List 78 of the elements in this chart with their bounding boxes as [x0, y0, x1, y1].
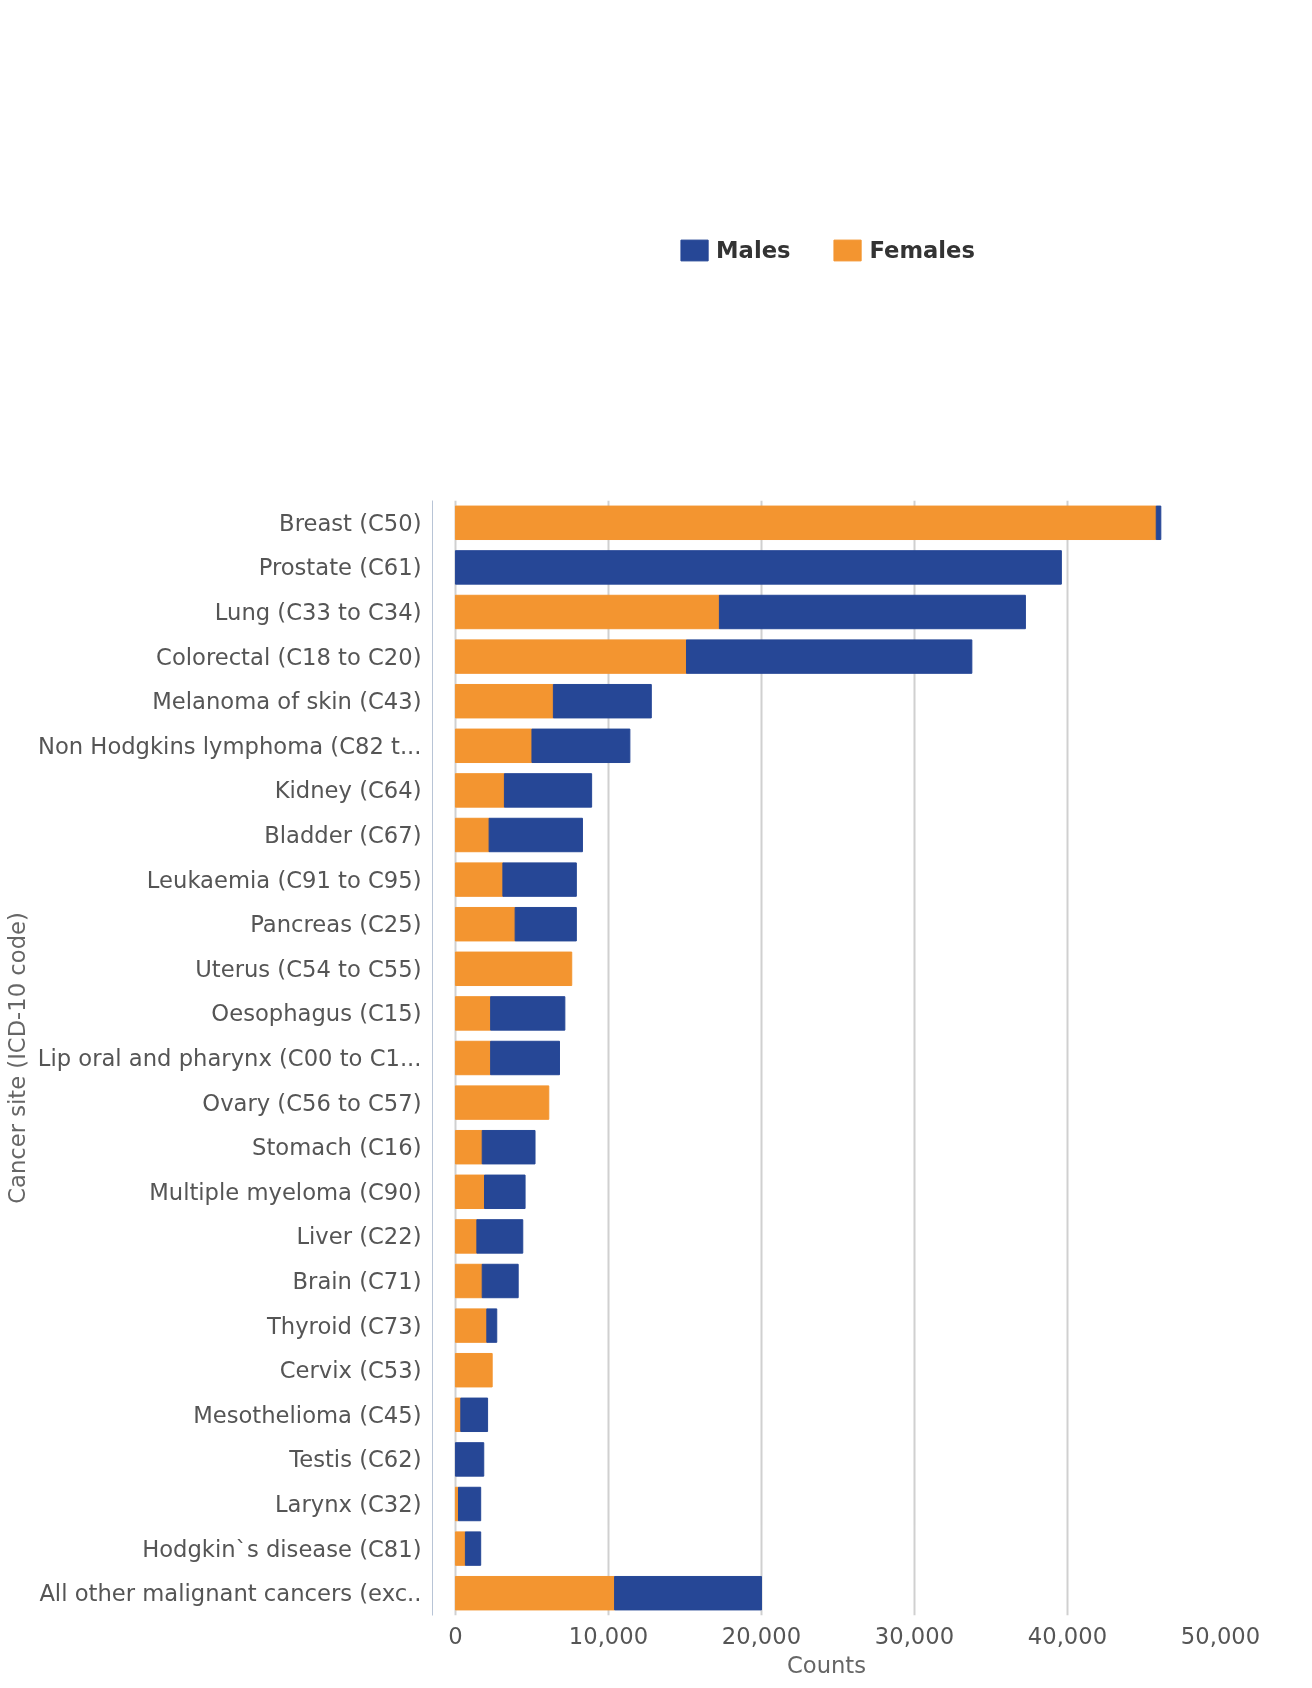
bar: [464, 1531, 482, 1566]
bar: [1155, 505, 1162, 541]
y-tick-label: Cervix (C53): [279, 1357, 422, 1384]
bar: [454, 1085, 550, 1120]
bar: [454, 1129, 483, 1165]
bar: [490, 1040, 560, 1076]
y-tick-label: Hodgkin`s disease (C81): [142, 1535, 422, 1562]
bar: [454, 550, 1062, 585]
y-tick-label: Larynx (C32): [274, 1491, 422, 1517]
y-tick-label: Kidney (C64): [274, 777, 422, 804]
y-tick-label: Oesophagus (C15): [211, 1000, 422, 1027]
bar: [686, 639, 973, 674]
y-tick-label: All other malignant cancers (exc..: [39, 1580, 422, 1607]
bar: [454, 1263, 483, 1299]
bar: [454, 728, 533, 764]
bar: [488, 817, 583, 853]
x-tick-label: 0: [448, 1622, 463, 1649]
bar: [454, 1219, 478, 1254]
bar: [454, 951, 573, 987]
bar: [460, 1397, 489, 1433]
y-tick-label: Lip oral and pharynx (C00 to C1...: [37, 1045, 422, 1071]
bar: [503, 773, 593, 808]
y-tick-label: Breast (C50): [279, 509, 422, 536]
y-tick-label: Leukaemia (C91 to C95): [146, 866, 422, 893]
bar: [454, 817, 490, 853]
y-tick-label: Prostate (C61): [258, 554, 422, 581]
bar: [481, 1263, 519, 1299]
y-axis-title: Cancer site (ICD-10 code): [3, 912, 30, 1204]
bar: [454, 862, 504, 897]
y-tick-label: Liver (C22): [296, 1223, 422, 1250]
bar: [476, 1219, 524, 1254]
y-tick-label: Testis (C62): [288, 1446, 422, 1473]
bar: [454, 1174, 486, 1210]
bar: [514, 906, 577, 942]
bar: [454, 683, 554, 719]
y-tick-label: Uterus (C54 to C55): [195, 955, 422, 982]
y-tick-label: Multiple myeloma (C90): [149, 1178, 422, 1205]
bar: [614, 1575, 762, 1611]
y-tick-label: Ovary (C56 to C57): [202, 1089, 422, 1116]
y-tick-label: Brain (C71): [292, 1268, 422, 1294]
bar: [481, 1129, 536, 1165]
legend-label: Males: [716, 237, 791, 263]
bar: [454, 1352, 493, 1388]
bar: [454, 1442, 485, 1477]
y-tick-label: Mesothelioma (C45): [193, 1401, 422, 1428]
x-tick-label: 20,000: [721, 1622, 802, 1649]
bar: [490, 996, 566, 1031]
x-tick-label: 40,000: [1027, 1622, 1108, 1649]
y-tick-label: Stomach (C16): [252, 1134, 422, 1161]
y-tick-label: Non Hodgkins lymphoma (C82 t...: [37, 732, 422, 759]
bar: [454, 1040, 492, 1076]
x-tick-label: 50,000: [1180, 1622, 1261, 1649]
bar: [454, 906, 516, 942]
bar: [454, 996, 492, 1031]
bar: [454, 505, 1157, 541]
y-tick-label: Thyroid (C73): [266, 1312, 422, 1339]
bar: [454, 594, 720, 630]
y-tick-label: Lung (C33 to C34): [214, 599, 422, 625]
bar: [484, 1174, 526, 1210]
bar: [454, 773, 505, 808]
x-tick-label: 10,000: [568, 1622, 649, 1649]
bar: [454, 1575, 616, 1611]
y-tick-label: Colorectal (C18 to C20): [156, 643, 422, 670]
bar: [454, 1531, 466, 1566]
x-tick-label: 30,000: [874, 1622, 955, 1649]
y-tick-label: Bladder (C67): [264, 822, 422, 848]
x-axis-title: Counts: [786, 1651, 867, 1678]
bar: [454, 639, 687, 674]
bar: [454, 1308, 488, 1343]
bar: [718, 594, 1026, 630]
bar: [552, 683, 652, 719]
legend-label: Females: [869, 237, 975, 263]
bar: [486, 1308, 498, 1343]
y-tick-label: Pancreas (C25): [250, 911, 422, 938]
bar: [458, 1486, 482, 1522]
y-tick-label: Melanoma of skin (C43): [152, 688, 422, 715]
bar: [531, 728, 631, 764]
bar: [502, 862, 577, 897]
